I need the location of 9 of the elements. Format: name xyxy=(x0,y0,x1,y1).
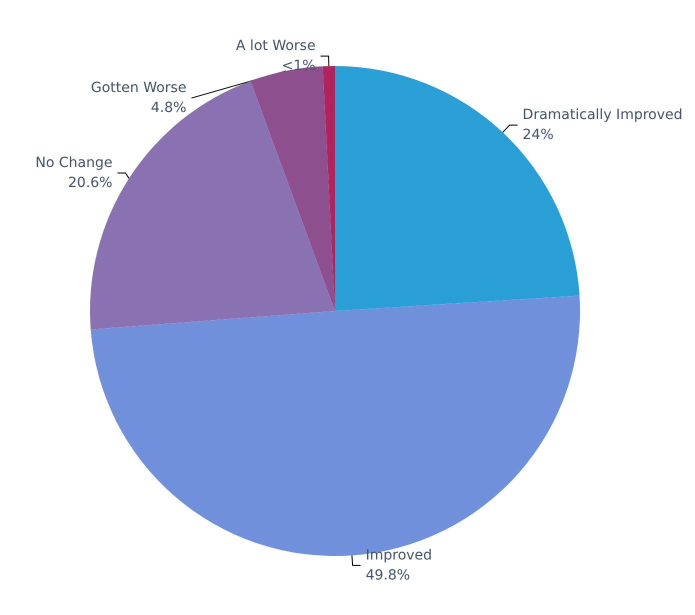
slice-label: A lot Worse xyxy=(236,38,316,54)
data-label: 20.6% xyxy=(68,175,112,192)
data-label: 4.8% xyxy=(150,100,186,116)
slice-label: No Change xyxy=(35,155,112,172)
data-label: 24% xyxy=(522,127,554,144)
slice-label: Gotten Worse xyxy=(90,80,186,96)
data-label: 49.8% xyxy=(366,567,410,584)
slice-label: Dramatically Improved xyxy=(522,107,683,124)
slice-label: Improved xyxy=(366,547,432,564)
